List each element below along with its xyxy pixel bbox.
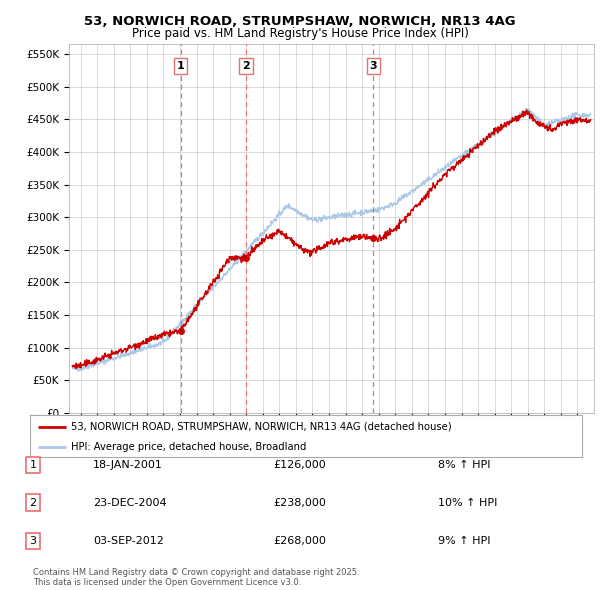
Text: HPI: Average price, detached house, Broadland: HPI: Average price, detached house, Broa…	[71, 442, 307, 451]
Text: 2: 2	[242, 61, 250, 71]
Text: £268,000: £268,000	[274, 536, 326, 546]
Text: Contains HM Land Registry data © Crown copyright and database right 2025.
This d: Contains HM Land Registry data © Crown c…	[33, 568, 359, 587]
Text: 3: 3	[29, 536, 37, 546]
Text: £238,000: £238,000	[274, 498, 326, 507]
Text: 3: 3	[370, 61, 377, 71]
Text: 10% ↑ HPI: 10% ↑ HPI	[438, 498, 497, 507]
Text: Price paid vs. HM Land Registry's House Price Index (HPI): Price paid vs. HM Land Registry's House …	[131, 27, 469, 40]
Text: 53, NORWICH ROAD, STRUMPSHAW, NORWICH, NR13 4AG: 53, NORWICH ROAD, STRUMPSHAW, NORWICH, N…	[84, 15, 516, 28]
Text: £126,000: £126,000	[274, 460, 326, 470]
Text: 18-JAN-2001: 18-JAN-2001	[93, 460, 163, 470]
Text: 1: 1	[29, 460, 37, 470]
Text: 53, NORWICH ROAD, STRUMPSHAW, NORWICH, NR13 4AG (detached house): 53, NORWICH ROAD, STRUMPSHAW, NORWICH, N…	[71, 422, 452, 432]
Text: 23-DEC-2004: 23-DEC-2004	[93, 498, 167, 507]
Text: 2: 2	[29, 498, 37, 507]
Text: 03-SEP-2012: 03-SEP-2012	[93, 536, 164, 546]
Text: 8% ↑ HPI: 8% ↑ HPI	[438, 460, 491, 470]
Text: 9% ↑ HPI: 9% ↑ HPI	[438, 536, 491, 546]
Text: 1: 1	[177, 61, 185, 71]
